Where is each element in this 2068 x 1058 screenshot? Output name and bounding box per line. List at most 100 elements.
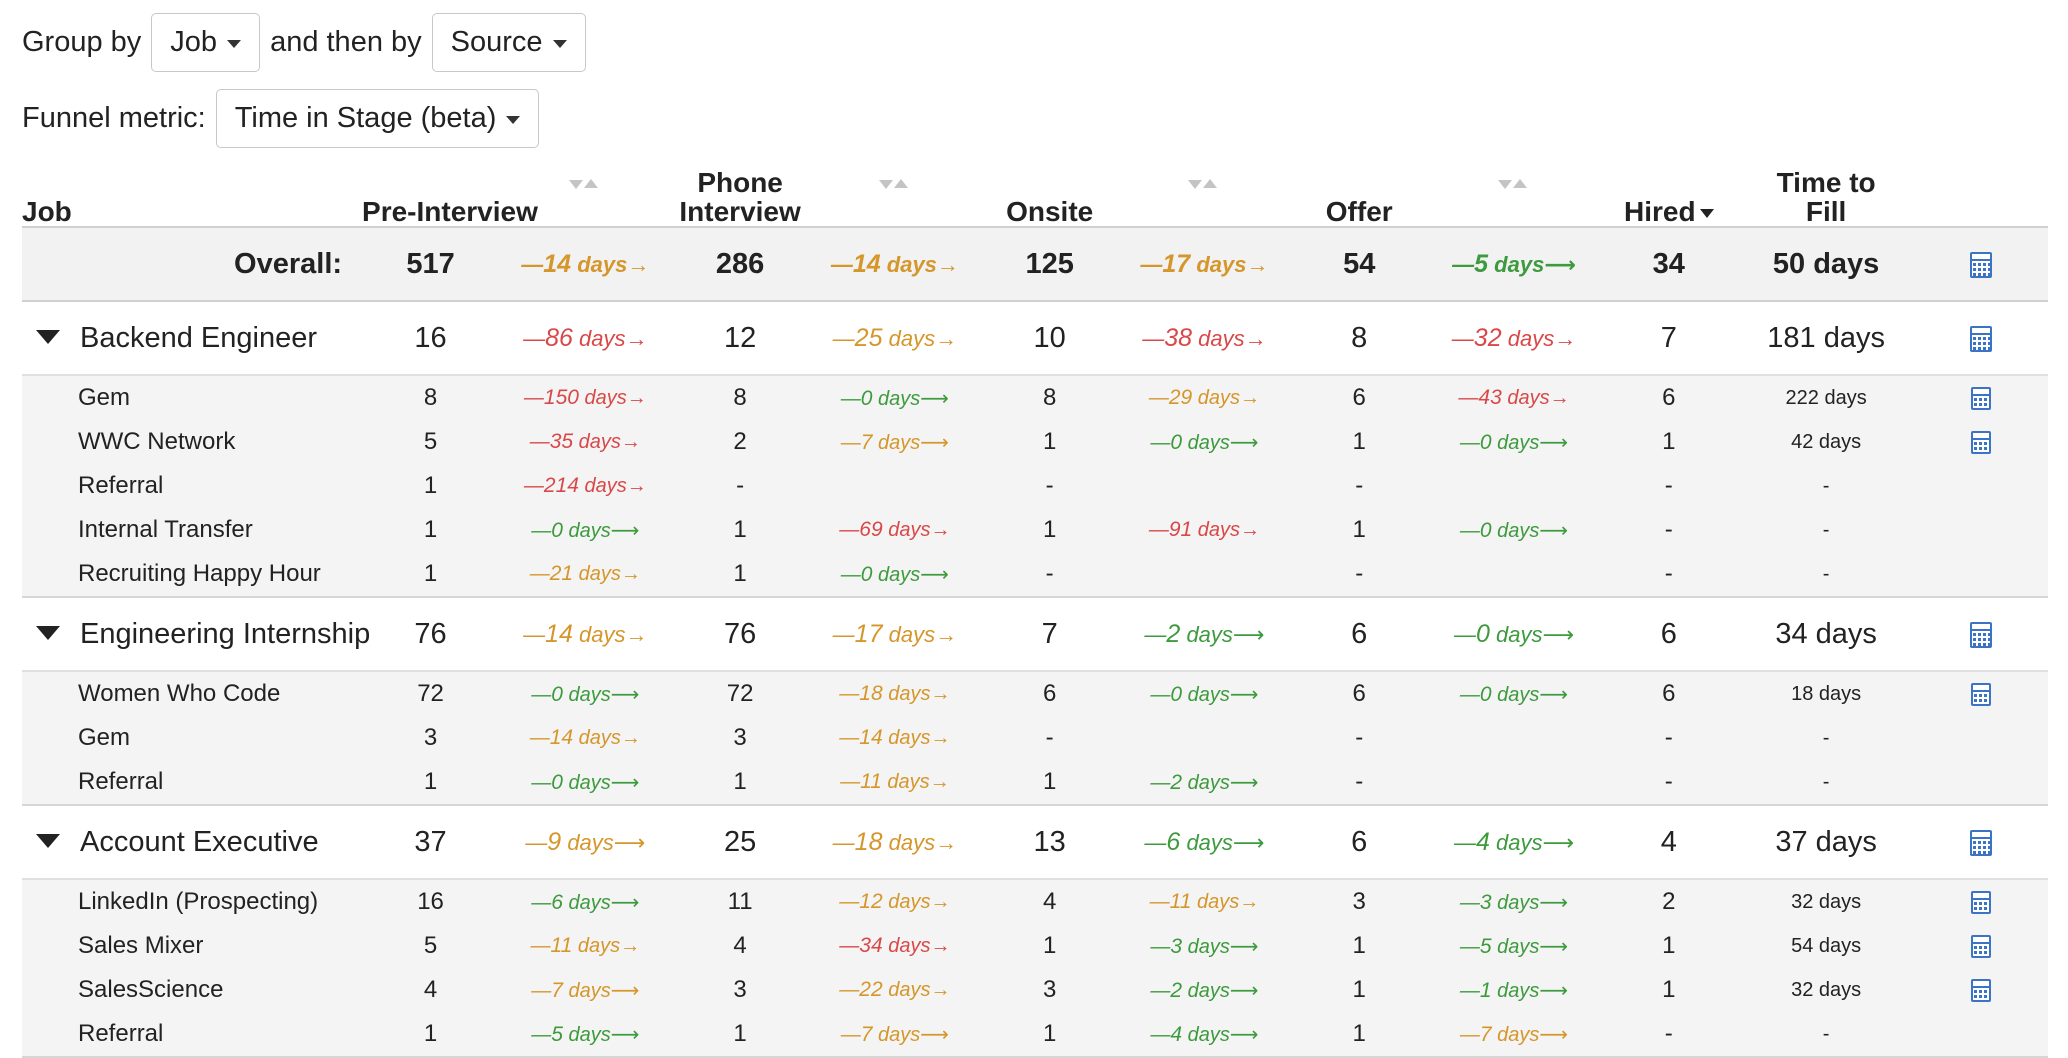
conversion-value: 0 [551,682,563,706]
conversion-unit: days [573,563,621,585]
arrow-right-icon: → [930,891,951,913]
sort-conversion-4[interactable] [1427,168,1601,228]
calculator-icon[interactable] [1971,935,1992,959]
arrow-right-icon: ⟶ [1539,979,1569,1002]
funnel-metric-label: Funnel metric: [22,101,206,134]
conversion-2: —69 days→ [808,508,982,552]
arrow-right-icon: ⟶ [1539,519,1569,542]
conversion-2: —25 days→ [808,301,982,376]
conversion-value: 11 [1169,890,1192,913]
conversion-value: 32 [1473,323,1502,352]
funnel-metric-dropdown[interactable]: Time in Stage (beta) [215,88,540,148]
calculator-icon[interactable] [1971,979,1992,1003]
conversion-unit: days [1182,683,1230,706]
header-hired[interactable]: Hired [1600,168,1738,228]
offer-count: 8 [1290,301,1428,376]
job-group-row[interactable]: Backend Engineer 16 —86 days→ 12 —25 days→ 10… [22,301,2048,376]
conversion-dash: — [1452,251,1475,277]
caret-down-icon [552,40,567,48]
sort-conversion-1[interactable] [499,168,672,228]
source-row: Referral 1 —5 days⟶ 1 —7 days⟶ 1 —4 days⟶ 1 —7 d… [22,1012,2048,1058]
arrow-right-icon: ⟶ [1229,683,1259,706]
conversion-dash: — [832,829,855,855]
arrow-right-icon: → [1246,251,1269,277]
conversion-value: 5 [551,1022,563,1046]
conversion-3: —3 days⟶ [1118,924,1291,968]
calculator-icon[interactable] [1970,829,1993,856]
phone-interview-count: 4 [671,924,809,968]
calculator-icon[interactable] [1970,251,1993,278]
header-phone-interview[interactable]: Phone Interview [671,168,809,228]
conversion-unit: days [1491,1023,1540,1046]
arrow-right-icon: ⟶ [920,1023,949,1046]
overall-conversion-2: —14 days→ [808,227,982,302]
conversion-dash: — [531,891,552,914]
conversion-4 [1427,552,1601,598]
header-job[interactable]: Job [22,168,363,228]
phone-interview-count: 11 [671,879,809,924]
conversion-dash: — [1140,251,1163,277]
conversion-dash: — [1458,387,1479,409]
conversion-dash: — [1150,1023,1171,1046]
offer-count: 1 [1290,420,1428,464]
conversion-unit: days [1182,979,1230,1002]
source-name-cell: WWC Network [22,420,363,464]
calculator-icon[interactable] [1970,621,1993,648]
overall-calculator-cell [1914,227,2048,302]
arrow-right-icon: ⟶ [1542,829,1575,855]
conversion-2: —7 days⟶ [808,1012,982,1058]
header-offer[interactable]: Offer [1290,168,1428,228]
conversion-value: 1 [1479,978,1492,1002]
calculator-icon[interactable] [1971,683,1992,707]
onsite-count: 1 [981,1012,1119,1058]
hired-count: - [1600,552,1738,598]
collapse-triangle-icon[interactable] [36,329,60,344]
header-onsite[interactable]: Onsite [981,168,1119,228]
phone-interview-count: 3 [671,968,809,1012]
sort-conversion-3[interactable] [1118,168,1291,228]
calculator-cell [1914,1012,2048,1058]
conversion-value: 35 [549,430,574,453]
conversion-1: —21 days→ [499,552,672,598]
header-time-to-fill[interactable]: Time to Fill [1737,168,1915,228]
conversion-4 [1427,464,1601,508]
calculator-cell [1914,671,2048,716]
conversion-1: —14 days→ [499,716,672,760]
job-group-row[interactable]: Account Executive 37 —9 days⟶ 25 —18 days→ 13… [22,805,2048,880]
conversion-unit: days [872,387,921,410]
calculator-icon[interactable] [1971,891,1992,915]
conversion-3 [1118,716,1291,760]
conversion-unit: days [882,325,936,351]
arrow-right-icon: → [625,621,648,647]
conversion-1: —0 days⟶ [499,760,672,806]
group-by-dropdown[interactable]: Job [151,12,261,72]
collapse-triangle-icon[interactable] [36,625,60,640]
arrow-right-icon: → [625,325,648,351]
arrow-right-icon: ⟶ [920,387,949,410]
conversion-unit: days [882,935,931,957]
offer-count: 1 [1290,508,1428,552]
sort-conversion-2[interactable] [808,168,982,228]
collapse-triangle-icon[interactable] [36,833,60,848]
then-by-dropdown[interactable]: Source [431,12,586,72]
filter-controls: Group by Job and then by Source Funnel m… [22,12,596,148]
calculator-icon[interactable] [1970,325,1993,352]
calculator-icon[interactable] [1971,431,1992,455]
conversion-dash: — [1150,979,1171,1002]
overall-label: Overall: [22,227,363,302]
conversion-3: —2 days⟶ [1118,760,1291,806]
conversion-3: —6 days⟶ [1118,805,1291,880]
conversion-value: 43 [1478,386,1502,409]
conversion-dash: — [1459,1023,1480,1046]
arrow-right-icon: → [935,621,958,647]
conversion-unit: days [872,563,921,586]
header-pre-interview[interactable]: Pre-Interview [362,168,538,228]
conversion-unit: days [562,771,611,794]
job-group-row[interactable]: Engineering Internship 76 —14 days→ 76 —17 d… [22,597,2048,672]
phone-interview-count: 72 [671,671,809,716]
arrow-right-icon: ⟶ [920,431,949,454]
conversion-dash: — [839,979,860,1001]
phone-interview-count: 1 [671,552,809,598]
calculator-icon[interactable] [1971,387,1992,411]
conversion-3: —2 days⟶ [1118,597,1291,672]
